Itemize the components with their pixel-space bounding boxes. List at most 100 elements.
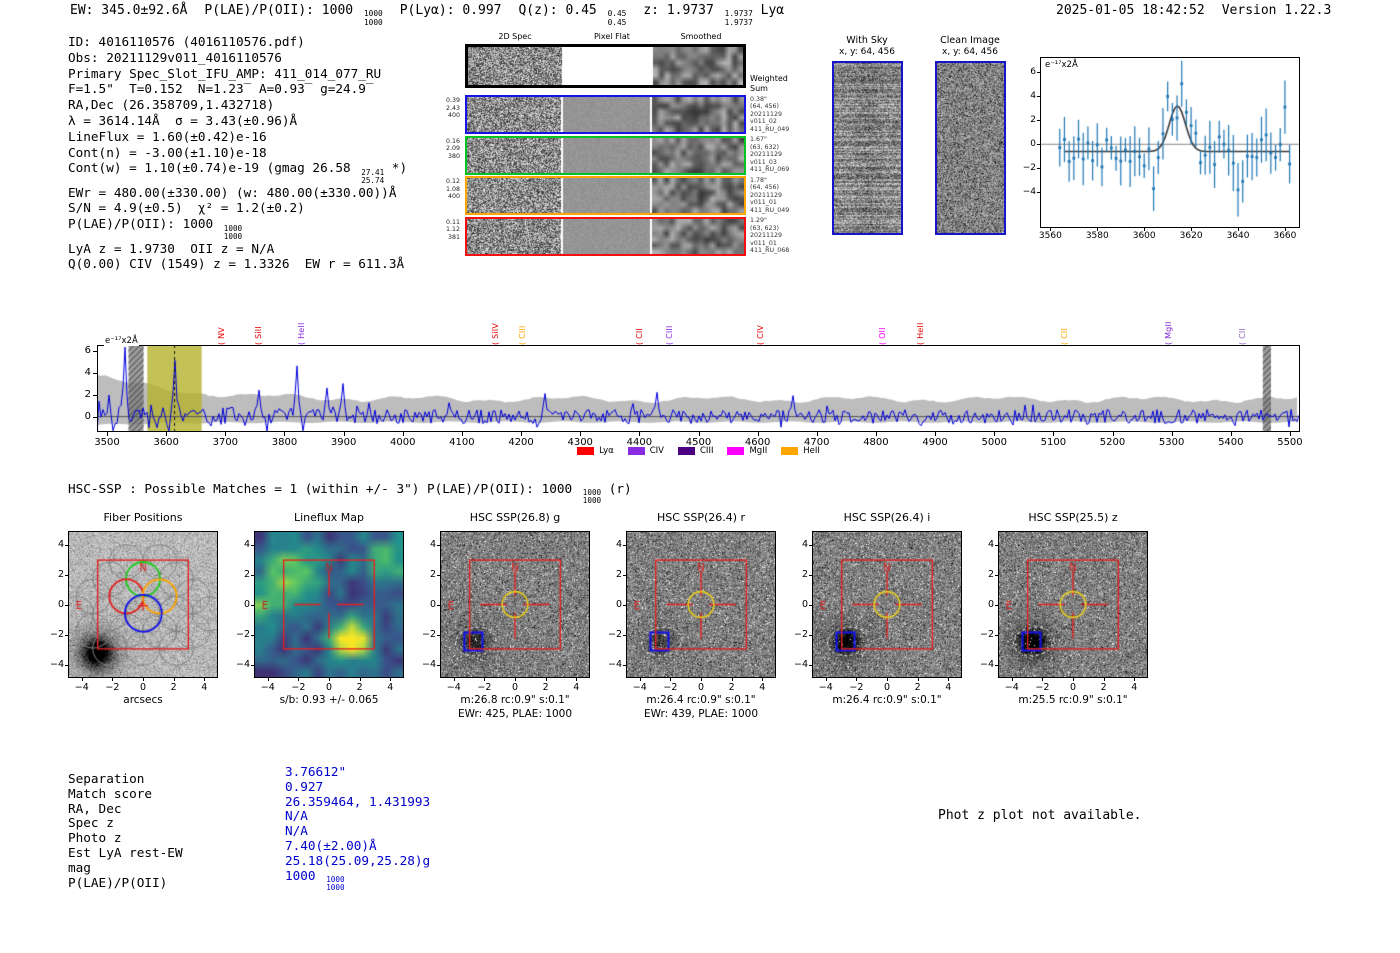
fit-ytick-label: 4	[1030, 90, 1036, 101]
cutout-ytick-mark	[251, 634, 254, 636]
report-timestamp: 2025-01-05 18:42:52	[1056, 3, 1205, 18]
cutout-xtick-mark	[390, 678, 392, 681]
cutout-xtick-mark	[576, 678, 578, 681]
spectrum-xtick-mark	[1289, 432, 1291, 436]
spectrum-ytick-mark	[93, 394, 97, 396]
info-line-8: Cont(w) = 1.10(±0.74)e-19 (gmag 26.58 27…	[68, 160, 408, 185]
cutout-xtick-mark	[173, 678, 175, 681]
spectrum-ytick-mark	[93, 350, 97, 352]
cutout-xtick-mark	[298, 678, 300, 681]
header-meta: 2025-01-05 18:42:52 Version 1.22.3	[1056, 3, 1331, 18]
emission-line-label-ciii-6: ( CIII	[665, 325, 675, 345]
cutout-xtick-label: −2	[105, 682, 120, 693]
match-value-0: 3.76612"	[285, 764, 347, 779]
emission-line-label-cii-5: ( CII	[634, 328, 644, 345]
fit-ytick-label: 2	[1030, 114, 1036, 125]
cutout-xtick-label: −2	[663, 682, 678, 693]
cutout-title-3: HSC SSP(26.4) r	[656, 511, 746, 524]
spec2d-row-right-labels-1: 1.67" (63, 632) 20211129 v011_03 411_RU_069	[750, 136, 790, 173]
cutout-ytick-label: 0	[987, 598, 994, 610]
fit-ytick-mark	[1037, 144, 1040, 146]
match-label-6: mag	[68, 859, 91, 875]
fit-xtick-label: 3660	[1273, 231, 1297, 241]
cutout-ytick-label: 4	[987, 538, 994, 550]
cutout-ytick-label: −4	[793, 658, 808, 670]
cutout-frame-0	[68, 531, 218, 678]
spec2d-row-right-labels-2: 1.78" (64, 456) 20211129 v011_01 411_RU_049	[750, 176, 790, 214]
spec2d-fiber-row-image-3	[467, 218, 744, 254]
cutout-xtick-label: 0	[883, 682, 891, 693]
spectrum-xtick-label: 4200	[508, 437, 534, 448]
spectrum-xtick-label: 4400	[626, 437, 653, 448]
cutout-ytick-label: 0	[429, 598, 436, 610]
full-spectrum-plot	[97, 345, 1300, 432]
spectrum-xtick-label: 5500	[1277, 437, 1303, 448]
weighted-sum-label: Weighted Sum	[750, 74, 788, 93]
cutout-ytick-mark	[809, 604, 812, 606]
legend-swatch-0	[577, 447, 595, 455]
match-table-values: 3.76612" 0.927 26.359464, 1.431993 N/A N/A 7.…	[285, 764, 431, 892]
spectrum-xtick-mark	[1112, 432, 1114, 436]
cutout-ytick-mark	[995, 574, 998, 576]
legend-label-4: HeII	[803, 446, 820, 456]
cutout-ytick-mark	[623, 664, 626, 666]
cutout-xtick-mark	[267, 678, 269, 681]
spectrum-xtick-mark	[935, 432, 937, 436]
version-label: Version 1.22.3	[1221, 3, 1332, 18]
spectrum-legend: Lyα CIV CIII MgII HeII	[97, 446, 1300, 456]
cutout-ytick-label: −2	[979, 628, 994, 640]
spectrum-xtick-mark	[225, 432, 227, 436]
cutout-xtick-mark	[639, 678, 641, 681]
fit-ytick-label: 0	[1030, 138, 1036, 149]
info-line-4: RA,Dec (26.358709,1.432718)	[68, 97, 275, 113]
match-label-4: Photo z	[68, 830, 122, 846]
cutout-xtick-mark	[825, 678, 827, 681]
cutout-frame-4	[812, 531, 962, 678]
spec2d-weighted-sum-image	[468, 47, 743, 85]
cutout-ytick-mark	[65, 634, 68, 636]
cutout-xtick-label: −2	[849, 682, 864, 693]
info-line-10: S/N = 4.9(±0.5) χ² = 1.2(±0.2)	[68, 200, 305, 216]
cutout-xtick-mark	[917, 678, 919, 681]
cutout-xtick-label: 4	[201, 682, 208, 693]
cutout-ytick-label: −2	[421, 628, 436, 640]
info-line-7: Cont(n) = -3.00(±1.10)e-18	[68, 144, 267, 160]
spectrum-xtick-mark	[107, 432, 109, 436]
header-segment-1: P(LAE)/P(OII): 1000 1000 1000	[204, 3, 383, 27]
with-sky-title-text: With Sky	[846, 35, 888, 46]
info-line-11: P(LAE)/P(OII): 1000 1000 1000	[68, 216, 243, 241]
spectrum-xtick-label: 4600	[744, 437, 771, 448]
cutout-frame-2	[440, 531, 590, 678]
cutout-ytick-mark	[65, 664, 68, 666]
cutout-xtick-label: 0	[697, 682, 705, 693]
clean-image-xy: x, y: 64, 456	[942, 46, 998, 57]
cutout-image-0	[69, 532, 217, 677]
emission-line-label-nv-0: ( NV	[216, 327, 226, 345]
fit-xtick-mark	[1238, 228, 1240, 231]
clean-image-frame	[935, 61, 1006, 235]
match-value-6: 25.18(25.09,25.28)g	[285, 852, 431, 868]
emission-line-label-cii-10: ( CII	[1059, 328, 1069, 345]
cutout-ytick-mark	[809, 574, 812, 576]
cutout-xtick-mark	[545, 678, 547, 681]
fit-xtick-label: 3640	[1226, 231, 1250, 241]
cutout-xtick-label: −4	[74, 682, 89, 693]
spectrum-xtick-label: 4300	[567, 437, 593, 448]
line-fit-plot-frame	[1040, 57, 1300, 228]
legend-item-4: HeII	[781, 446, 820, 456]
cutout-ytick-mark	[251, 604, 254, 606]
spec2d-col-header-pixelflat: Pixel Flat	[594, 32, 630, 41]
cutout-ytick-label: 4	[801, 538, 808, 550]
cutout-xtick-mark	[515, 678, 516, 681]
info-line-13: Q(0.00) CIV (1549) z = 1.3326 EW r = 611…	[68, 256, 405, 272]
clean-image-title-text: Clean Image	[940, 35, 1000, 46]
cutout-xtick-mark	[731, 678, 733, 681]
cutout-xtick-mark	[484, 678, 486, 681]
cutout-ytick-label: −4	[979, 658, 994, 670]
cutout-xtick-mark	[701, 678, 702, 681]
cutout-image-4	[813, 532, 961, 677]
fit-ytick-mark	[1037, 96, 1040, 98]
spec2d-fiber-row-image-0	[467, 97, 744, 132]
emission-line-label-mgii-11: ( MgII	[1164, 321, 1174, 345]
cutout-xtick-label: −2	[291, 682, 306, 693]
